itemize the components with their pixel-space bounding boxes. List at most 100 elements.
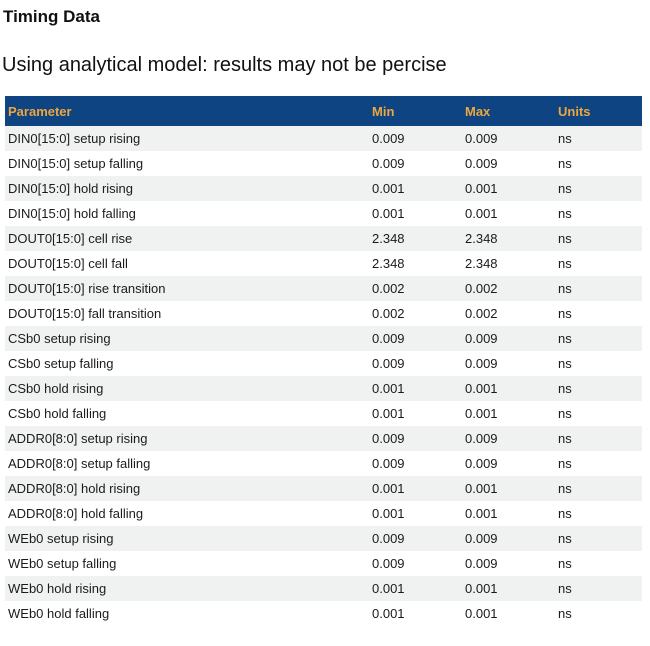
table-header: Parameter Min Max Units <box>5 96 642 127</box>
table-row: CSb0 setup falling 0.009 0.009 ns <box>5 351 642 377</box>
cell-units: ns <box>555 351 642 377</box>
cell-units: ns <box>555 176 642 202</box>
cell-units: ns <box>555 376 642 402</box>
cell-max: 2.348 <box>462 226 555 252</box>
cell-max: 0.009 <box>462 351 555 377</box>
table-row: WEb0 hold rising 0.001 0.001 ns <box>5 576 642 602</box>
table-row: WEb0 setup rising 0.009 0.009 ns <box>5 526 642 552</box>
cell-min: 0.001 <box>369 476 462 502</box>
cell-units: ns <box>555 476 642 502</box>
cell-units: ns <box>555 326 642 352</box>
cell-parameter: DIN0[15:0] setup rising <box>5 126 369 152</box>
cell-min: 2.348 <box>369 251 462 277</box>
table-row: DIN0[15:0] setup falling 0.009 0.009 ns <box>5 151 642 177</box>
cell-parameter: ADDR0[8:0] hold falling <box>5 501 369 527</box>
table-row: DOUT0[15:0] cell rise 2.348 2.348 ns <box>5 226 642 252</box>
cell-parameter: WEb0 hold rising <box>5 576 369 602</box>
cell-parameter: DOUT0[15:0] fall transition <box>5 301 369 327</box>
cell-units: ns <box>555 126 642 152</box>
cell-units: ns <box>555 576 642 602</box>
cell-parameter: CSb0 hold falling <box>5 401 369 427</box>
cell-units: ns <box>555 151 642 177</box>
cell-parameter: WEb0 setup rising <box>5 526 369 552</box>
table-row: DIN0[15:0] hold rising 0.001 0.001 ns <box>5 176 642 202</box>
table-row: WEb0 hold falling 0.001 0.001 ns <box>5 601 642 627</box>
cell-min: 0.001 <box>369 201 462 227</box>
cell-max: 0.001 <box>462 576 555 602</box>
column-header-units: Units <box>555 96 642 127</box>
cell-min: 0.009 <box>369 151 462 177</box>
cell-min: 0.009 <box>369 126 462 152</box>
cell-units: ns <box>555 201 642 227</box>
cell-max: 0.009 <box>462 451 555 477</box>
cell-units: ns <box>555 551 642 577</box>
cell-max: 0.001 <box>462 501 555 527</box>
cell-max: 0.001 <box>462 176 555 202</box>
cell-parameter: ADDR0[8:0] setup falling <box>5 451 369 477</box>
table-row: DOUT0[15:0] cell fall 2.348 2.348 ns <box>5 251 642 277</box>
cell-min: 0.001 <box>369 376 462 402</box>
cell-parameter: DIN0[15:0] hold rising <box>5 176 369 202</box>
column-header-parameter: Parameter <box>5 96 369 127</box>
table-row: DIN0[15:0] setup rising 0.009 0.009 ns <box>5 126 642 152</box>
cell-min: 2.348 <box>369 226 462 252</box>
page-title: Timing Data <box>3 7 100 26</box>
cell-max: 0.009 <box>462 126 555 152</box>
cell-parameter: DIN0[15:0] setup falling <box>5 151 369 177</box>
cell-min: 0.002 <box>369 301 462 327</box>
table-body: DIN0[15:0] setup rising 0.009 0.009 ns D… <box>5 126 642 627</box>
cell-max: 0.009 <box>462 526 555 552</box>
cell-units: ns <box>555 226 642 252</box>
cell-units: ns <box>555 401 642 427</box>
cell-max: 0.001 <box>462 601 555 627</box>
cell-units: ns <box>555 601 642 627</box>
cell-units: ns <box>555 426 642 452</box>
cell-max: 0.009 <box>462 151 555 177</box>
cell-min: 0.009 <box>369 526 462 552</box>
cell-max: 0.002 <box>462 276 555 302</box>
cell-max: 0.009 <box>462 551 555 577</box>
cell-max: 0.009 <box>462 326 555 352</box>
cell-units: ns <box>555 251 642 277</box>
cell-min: 0.001 <box>369 601 462 627</box>
cell-parameter: WEb0 setup falling <box>5 551 369 577</box>
table-row: ADDR0[8:0] hold rising 0.001 0.001 ns <box>5 476 642 502</box>
table-row: ADDR0[8:0] setup rising 0.009 0.009 ns <box>5 426 642 452</box>
cell-units: ns <box>555 526 642 552</box>
cell-parameter: CSb0 setup rising <box>5 326 369 352</box>
cell-min: 0.009 <box>369 451 462 477</box>
cell-max: 2.348 <box>462 251 555 277</box>
cell-max: 0.001 <box>462 401 555 427</box>
table-row: DOUT0[15:0] fall transition 0.002 0.002 … <box>5 301 642 327</box>
cell-parameter: ADDR0[8:0] setup rising <box>5 426 369 452</box>
cell-max: 0.002 <box>462 301 555 327</box>
cell-max: 0.001 <box>462 376 555 402</box>
cell-max: 0.001 <box>462 476 555 502</box>
table-row: CSb0 hold falling 0.001 0.001 ns <box>5 401 642 427</box>
cell-units: ns <box>555 301 642 327</box>
cell-min: 0.009 <box>369 326 462 352</box>
cell-max: 0.009 <box>462 426 555 452</box>
cell-parameter: WEb0 hold falling <box>5 601 369 627</box>
cell-units: ns <box>555 451 642 477</box>
cell-parameter: DOUT0[15:0] cell fall <box>5 251 369 277</box>
cell-parameter: CSb0 hold rising <box>5 376 369 402</box>
cell-min: 0.009 <box>369 426 462 452</box>
cell-parameter: DIN0[15:0] hold falling <box>5 201 369 227</box>
cell-min: 0.002 <box>369 276 462 302</box>
table-row: DOUT0[15:0] rise transition 0.002 0.002 … <box>5 276 642 302</box>
table-row: CSb0 hold rising 0.001 0.001 ns <box>5 376 642 402</box>
table-row: DIN0[15:0] hold falling 0.001 0.001 ns <box>5 201 642 227</box>
column-header-min: Min <box>369 96 462 127</box>
cell-parameter: DOUT0[15:0] cell rise <box>5 226 369 252</box>
cell-parameter: ADDR0[8:0] hold rising <box>5 476 369 502</box>
table-row: ADDR0[8:0] hold falling 0.001 0.001 ns <box>5 501 642 527</box>
cell-min: 0.001 <box>369 576 462 602</box>
cell-units: ns <box>555 276 642 302</box>
cell-min: 0.009 <box>369 351 462 377</box>
page-subtitle: Using analytical model: results may not … <box>2 54 447 77</box>
cell-max: 0.001 <box>462 201 555 227</box>
cell-units: ns <box>555 501 642 527</box>
column-header-max: Max <box>462 96 555 127</box>
cell-parameter: CSb0 setup falling <box>5 351 369 377</box>
